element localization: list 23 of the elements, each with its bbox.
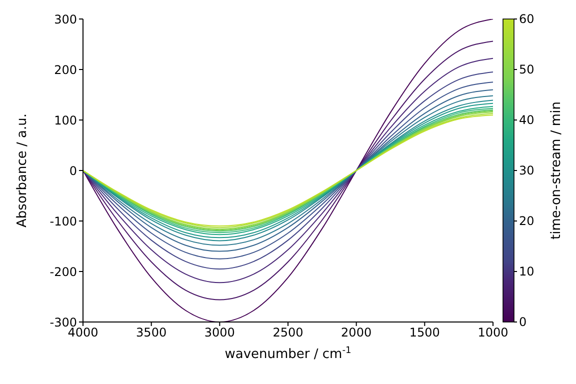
color-bar-label: 30: [519, 164, 534, 178]
color-bar-label: 50: [519, 62, 534, 76]
x-axis-title: wavenumber / cm$^{-1}$: [224, 346, 352, 362]
x-tick-label: 2500: [272, 326, 304, 340]
y-tick-label: 200: [54, 62, 77, 77]
color-bar-label: 10: [519, 264, 534, 278]
color-bar-label: 20: [519, 214, 534, 228]
color-bar-title: time-on-stream / min: [549, 102, 564, 240]
x-tick-label: 3500: [136, 326, 167, 340]
color-bar-label: 60: [519, 12, 534, 26]
y-tick-label: 300: [54, 12, 77, 26]
y-tick-label: -100: [50, 214, 77, 228]
x-tick-label: 1000: [478, 326, 508, 340]
y-tick-label: -200: [50, 264, 77, 279]
x-tick-label: 2000: [341, 326, 372, 340]
x-tick-label: 1500: [409, 326, 440, 340]
color-bar-label: 0: [519, 315, 527, 329]
color-bar-label: 40: [519, 113, 534, 127]
x-tick-label: 4000: [68, 326, 98, 340]
x-tick-label: 3000: [204, 326, 235, 340]
y-tick-label: 0: [69, 164, 77, 178]
y-axis-title: Absorbance / a.u.: [15, 114, 30, 228]
y-tick-label: 100: [54, 113, 77, 128]
